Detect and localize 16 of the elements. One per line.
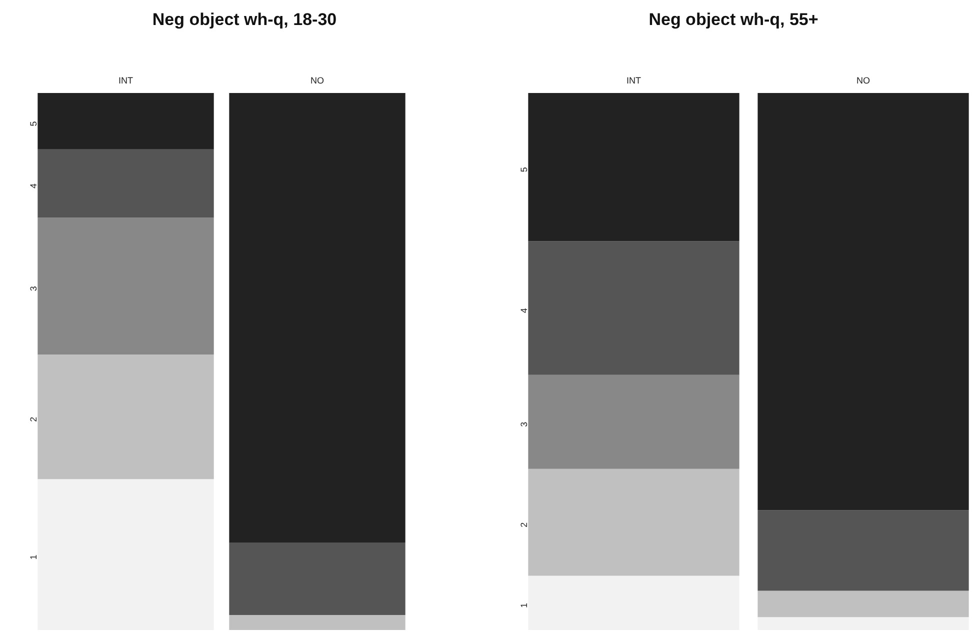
text: 1 [519,602,530,608]
text: 1 [28,554,39,560]
text: 3 [28,286,39,292]
chart-title: Neg object wh-q, 18-30 [152,10,337,29]
text: 4 [519,308,530,314]
chart-title: Neg object wh-q, 55+ [648,10,818,29]
text: 2 [28,416,39,422]
x-tick-label: NO [310,76,324,86]
x-tick-label: INT [626,76,642,86]
text: 5 [519,167,530,172]
text: 3 [519,422,530,427]
text: 5 [28,121,39,126]
x-tick-label: NO [856,76,870,86]
text: 4 [28,183,39,188]
x-tick-label: INT [118,76,134,86]
text: 2 [519,522,530,528]
